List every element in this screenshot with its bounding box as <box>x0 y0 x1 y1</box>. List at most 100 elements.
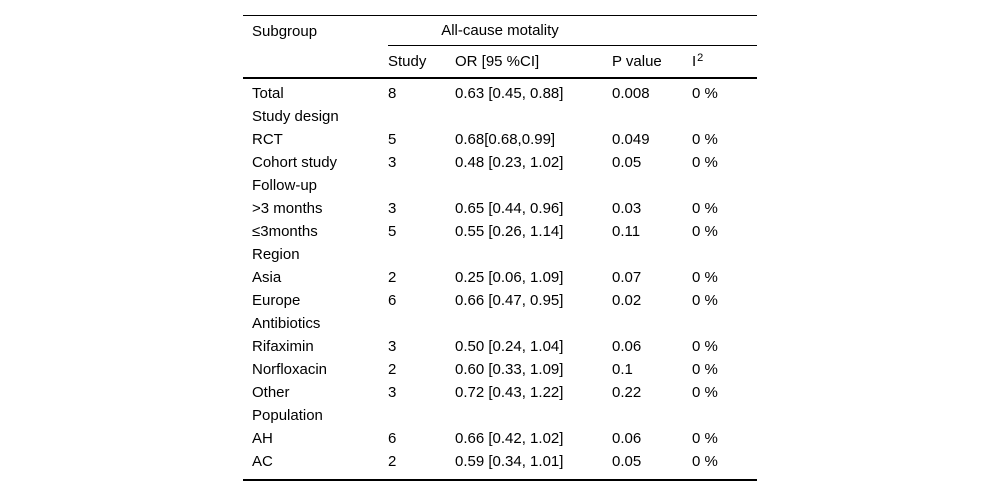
cell-or-ci: 0.55 [0.26, 1.14] <box>455 223 564 240</box>
cell-i2: 0 % <box>692 154 718 171</box>
cell-subgroup: Study design <box>252 108 339 125</box>
cell-p-value: 0.05 <box>612 453 642 470</box>
cell-p-value: 0.008 <box>612 85 650 102</box>
cell-subgroup: Antibiotics <box>252 315 321 332</box>
table-row: Total 8 0.63 [0.45, 0.88] 0.008 0 % <box>243 82 757 105</box>
cell-i2 <box>692 404 757 427</box>
cell-p-value: 0.05 <box>612 154 642 171</box>
cell-p-value: 0.22 <box>612 384 642 401</box>
cell-or-ci <box>455 404 612 427</box>
cell-i2 <box>692 174 757 197</box>
cell-or-ci <box>455 174 612 197</box>
cell-subgroup: Other <box>252 384 290 401</box>
cell-p-value: 0.06 <box>612 338 642 355</box>
cell-study-count: 5 <box>388 223 397 240</box>
table-header-row-spanner: Subgroup All-cause motality <box>243 16 757 46</box>
cell-or-ci: 0.63 [0.45, 0.88] <box>455 85 564 102</box>
col-header-study: Study <box>388 53 427 70</box>
cell-p-value: 0.11 <box>612 223 641 240</box>
cell-or-ci: 0.48 [0.23, 1.02] <box>455 154 564 171</box>
cell-p-value <box>612 174 692 197</box>
table-row: Europe 6 0.66 [0.47, 0.95] 0.02 0 % <box>243 289 757 312</box>
cell-study-count <box>388 243 455 266</box>
cell-p-value: 0.06 <box>612 430 642 447</box>
cell-i2: 0 % <box>692 430 718 447</box>
cell-p-value <box>612 105 692 128</box>
cell-subgroup: Norfloxacin <box>252 361 328 378</box>
cell-subgroup: AH <box>252 430 273 447</box>
cell-p-value <box>612 243 692 266</box>
cell-study-count: 3 <box>388 154 397 171</box>
cell-study-count: 5 <box>388 131 397 148</box>
table-row: Other 3 0.72 [0.43, 1.22] 0.22 0 % <box>243 381 757 404</box>
spanner-title: All-cause motality <box>441 22 559 39</box>
cell-i2 <box>692 105 757 128</box>
cell-or-ci: 0.50 [0.24, 1.04] <box>455 338 564 355</box>
cell-subgroup: Region <box>252 246 300 263</box>
cell-subgroup: AC <box>252 453 273 470</box>
table-row: AH 6 0.66 [0.42, 1.02] 0.06 0 % <box>243 427 757 450</box>
cell-study-count <box>388 312 455 335</box>
cell-or-ci: 0.66 [0.42, 1.02] <box>455 430 564 447</box>
cell-i2 <box>692 312 757 335</box>
cell-study-count: 2 <box>388 269 397 286</box>
cell-p-value <box>612 404 692 427</box>
cell-i2 <box>692 243 757 266</box>
cell-or-ci <box>455 312 612 335</box>
cell-or-ci <box>455 105 612 128</box>
cell-p-value: 0.02 <box>612 292 642 309</box>
cell-i2: 0 % <box>692 292 718 309</box>
cell-i2: 0 % <box>692 384 718 401</box>
table-row: RCT 5 0.68[0.68,0.99] 0.049 0 % <box>243 128 757 151</box>
cell-i2: 0 % <box>692 338 718 355</box>
table-row: Region <box>243 243 757 266</box>
table-row: Study design <box>243 105 757 128</box>
col-header-subgroup: Subgroup <box>252 22 318 40</box>
cell-or-ci: 0.72 [0.43, 1.22] <box>455 384 564 401</box>
cell-subgroup: >3 months <box>252 200 323 217</box>
cell-i2: 0 % <box>692 85 718 102</box>
cell-study-count: 3 <box>388 338 397 355</box>
table-row: ≤3months 5 0.55 [0.26, 1.14] 0.11 0 % <box>243 220 757 243</box>
table-row: AC 2 0.59 [0.34, 1.01] 0.05 0 % <box>243 450 757 473</box>
cell-study-count: 6 <box>388 430 397 447</box>
cell-i2: 0 % <box>692 453 718 470</box>
cell-i2: 0 % <box>692 269 718 286</box>
cell-study-count: 2 <box>388 453 397 470</box>
col-header-p-value: P value <box>612 53 662 70</box>
cell-study-count: 2 <box>388 361 397 378</box>
cell-or-ci <box>455 243 612 266</box>
cell-or-ci: 0.68[0.68,0.99] <box>455 131 556 148</box>
cell-study-count <box>388 404 455 427</box>
cell-study-count: 3 <box>388 384 397 401</box>
cell-study-count: 3 <box>388 200 397 217</box>
cell-i2: 0 % <box>692 223 718 240</box>
cell-subgroup: Follow-up <box>252 177 318 194</box>
cell-p-value: 0.07 <box>612 269 642 286</box>
cell-or-ci: 0.59 [0.34, 1.01] <box>455 453 564 470</box>
cell-subgroup: Cohort study <box>252 154 338 171</box>
table-row: Norfloxacin 2 0.60 [0.33, 1.09] 0.1 0 % <box>243 358 757 381</box>
cell-i2: 0 % <box>692 200 718 217</box>
cell-p-value: 0.049 <box>612 131 650 148</box>
cell-subgroup: Europe <box>252 292 301 309</box>
cell-subgroup: Population <box>252 407 323 424</box>
cell-p-value <box>612 312 692 335</box>
cell-study-count: 6 <box>388 292 397 309</box>
table-row: Cohort study 3 0.48 [0.23, 1.02] 0.05 0 … <box>243 151 757 174</box>
cell-study-count: 8 <box>388 85 397 102</box>
cell-study-count <box>388 174 455 197</box>
col-header-i2: I2 <box>692 52 757 70</box>
table-row: >3 months 3 0.65 [0.44, 0.96] 0.03 0 % <box>243 197 757 220</box>
i2-superscript: 2 <box>697 52 704 64</box>
cell-i2: 0 % <box>692 131 718 148</box>
cell-or-ci: 0.65 [0.44, 0.96] <box>455 200 564 217</box>
table-body: Total 8 0.63 [0.45, 0.88] 0.008 0 % Stud… <box>243 79 757 479</box>
table-row: Follow-up <box>243 174 757 197</box>
table-row: Antibiotics <box>243 312 757 335</box>
i2-base: I <box>692 53 697 70</box>
cell-subgroup: ≤3months <box>252 223 318 240</box>
table-row: Asia 2 0.25 [0.06, 1.09] 0.07 0 % <box>243 266 757 289</box>
cell-p-value: 0.1 <box>612 361 633 378</box>
spanner-cell: All-cause motality <box>388 16 757 46</box>
